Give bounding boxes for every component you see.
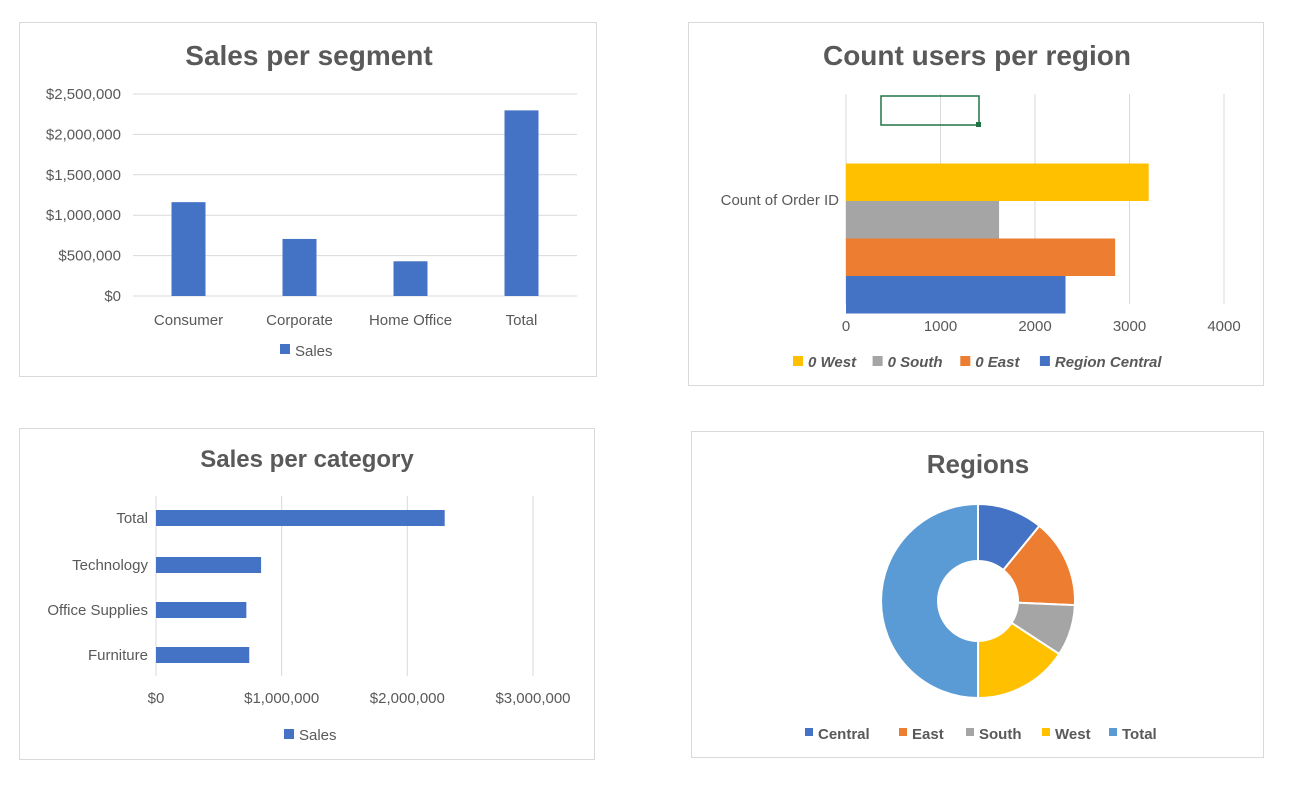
sales-per-category-svg: Sales per category $0 $1,000,000 $2,000,000… [47, 446, 570, 744]
x-tick-label: 4000 [1207, 318, 1240, 335]
y-tick-label: $1,000,000 [46, 207, 121, 224]
x-tick-label: $2,000,000 [370, 690, 445, 707]
legend-swatch [872, 356, 883, 366]
legend-swatch [284, 729, 294, 739]
y-tick-label: Technology [72, 557, 148, 574]
legend-label: 0 West [808, 354, 857, 371]
legend-swatch [1042, 728, 1050, 736]
selection-box [880, 95, 980, 126]
x-tick-label: 0 [842, 318, 850, 335]
x-tick-label: Corporate [266, 312, 333, 329]
bar [846, 276, 1066, 314]
y-tick-label: $1,500,000 [46, 167, 121, 184]
bar [846, 201, 1000, 239]
legend-label: 0 East [975, 354, 1020, 371]
y-tick-label: $0 [104, 288, 121, 305]
chart-title: Sales per segment [185, 40, 432, 71]
x-tick-label: 2000 [1018, 318, 1051, 335]
bar [846, 163, 1149, 201]
legend-swatch [280, 344, 290, 354]
y-tick-label: Office Supplies [47, 602, 148, 619]
x-tick-label: 3000 [1113, 318, 1146, 335]
count-users-per-region-svg: Count users per region 0 1000 2000 3000 4000 C… [721, 40, 1241, 371]
chart-title: Regions [927, 449, 1030, 479]
chart-title: Sales per category [200, 446, 414, 473]
sales-per-category-chart[interactable]: Sales per category $0 $1,000,000 $2,000,000… [19, 428, 595, 760]
slice [880, 502, 979, 700]
x-tick-label: $3,000,000 [495, 690, 570, 707]
sales-per-segment-chart[interactable]: Sales per segment $0 $500,000 $1,000,000 $1,… [19, 22, 597, 377]
chart-title: Count users per region [823, 40, 1131, 71]
bar [156, 647, 250, 663]
x-tick-label: Consumer [154, 312, 223, 329]
legend-label: West [1055, 726, 1091, 743]
legend-label: South [979, 726, 1022, 743]
legend-swatch [966, 728, 974, 736]
y-tick-label: Total [116, 510, 148, 527]
y-tick-label: Count of Order ID [721, 192, 840, 209]
legend-label: 0 South [888, 354, 943, 371]
count-users-per-region-chart[interactable]: Count users per region 0 1000 2000 3000 4000 C… [688, 22, 1264, 386]
bar [156, 602, 247, 618]
legend-swatch [1109, 728, 1117, 736]
legend-label: Sales [295, 343, 333, 360]
bar [846, 238, 1116, 276]
legend-swatch [805, 728, 813, 736]
x-tick-label: Total [506, 312, 538, 329]
sales-per-segment-svg: Sales per segment $0 $500,000 $1,000,000 $1,… [46, 40, 577, 360]
bar [171, 202, 206, 296]
bar [504, 110, 539, 296]
legend-label: East [912, 726, 944, 743]
legend-label: Central [818, 726, 870, 743]
regions-chart[interactable]: Regions Central East South West Total [691, 431, 1264, 758]
y-tick-label: Furniture [88, 647, 148, 664]
regions-svg: Regions Central East South West Total [805, 449, 1157, 743]
legend-swatch [1039, 356, 1050, 366]
x-tick-label: $0 [148, 690, 165, 707]
bar [156, 510, 445, 526]
bar [393, 261, 428, 296]
legend-swatch [793, 356, 803, 366]
x-tick-label: Home Office [369, 312, 452, 329]
legend-label: Sales [299, 727, 337, 744]
legend-label: Total [1122, 726, 1157, 743]
y-tick-label: $2,000,000 [46, 126, 121, 143]
y-tick-label: $2,500,000 [46, 86, 121, 103]
bar [282, 238, 317, 296]
x-tick-label: $1,000,000 [244, 690, 319, 707]
y-tick-label: $500,000 [58, 248, 121, 265]
selection-handle [976, 122, 981, 127]
legend-swatch [960, 356, 971, 366]
bar [156, 557, 262, 573]
x-tick-label: 1000 [924, 318, 957, 335]
legend-swatch [899, 728, 907, 736]
legend-label: Region Central [1055, 354, 1163, 371]
